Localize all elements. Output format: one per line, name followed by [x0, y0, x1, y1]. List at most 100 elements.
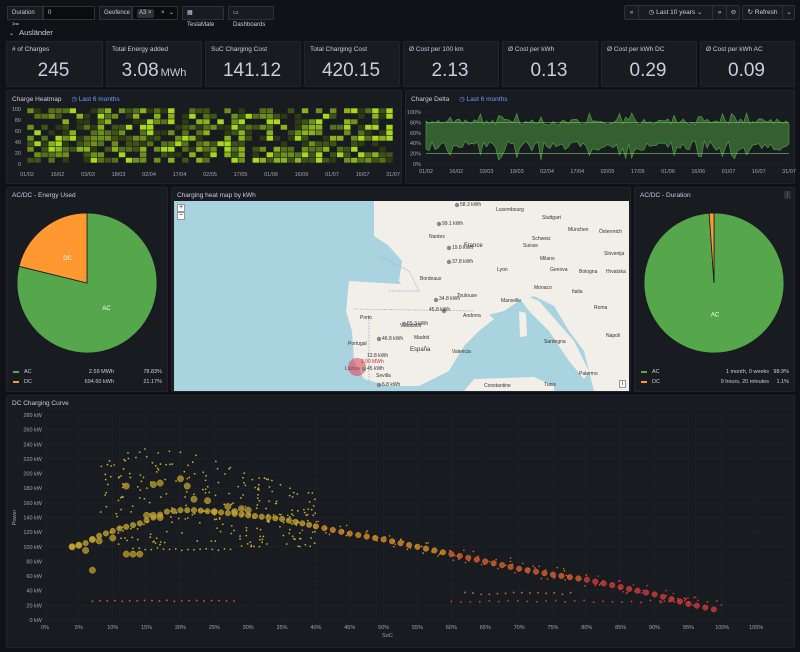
scatter-point	[634, 590, 636, 593]
heatmap-cell	[139, 152, 147, 158]
legend-item-ac[interactable]: AC 2.59 MWh 78.83%	[13, 369, 162, 377]
heatmap-cell	[322, 157, 330, 163]
stat-title: Ø Cost per kWh DC	[607, 46, 665, 53]
x-tick-label: 18/03	[112, 172, 126, 178]
panel-menu-icon[interactable]: ⋮	[784, 191, 791, 199]
heatmap-cell	[196, 130, 203, 136]
map-place-label: Suisse	[523, 243, 539, 249]
scatter-point	[665, 594, 668, 597]
heatmap-cell	[280, 124, 288, 130]
duration-variable-label: Duration >=	[7, 6, 43, 28]
scatter-point	[492, 564, 495, 567]
stat-title: Total Charging Cost	[310, 46, 368, 53]
heatmap-cell	[182, 141, 189, 147]
time-forward-button[interactable]: »	[713, 6, 727, 19]
heatmap-cell	[139, 130, 147, 136]
scatter-point	[140, 480, 143, 483]
heatmap-cell	[118, 130, 126, 136]
curve-point	[448, 551, 455, 558]
heatmap-cell	[76, 141, 84, 147]
duration-input[interactable]: 0	[43, 6, 95, 20]
row-header[interactable]: ⌄ Ausländer	[9, 28, 53, 37]
heatmap-cell	[252, 152, 259, 158]
refresh-interval-button[interactable]: ⌄	[783, 6, 795, 19]
heatmap-cell	[231, 124, 238, 130]
legend-item-dc[interactable]: DC 9 hours, 20 minutes 1.1%	[641, 379, 789, 387]
heatmap-cell	[294, 135, 302, 141]
scatter-point	[282, 521, 285, 524]
scatter-point	[450, 600, 453, 603]
scatter-point	[242, 512, 245, 515]
heatmap-cell	[358, 124, 365, 130]
heatmap-cell	[34, 130, 41, 136]
heatmap-cell	[294, 119, 302, 125]
refresh-button[interactable]: ↻ Refresh	[743, 6, 783, 19]
heatmap-cell	[139, 135, 147, 141]
zoom-out-button[interactable]: ⊖	[727, 6, 740, 19]
map-place-label: Stuttgart	[542, 215, 561, 221]
heatmap-cell	[386, 130, 393, 136]
scatter-point	[642, 589, 645, 592]
stat-title: SuC Charging Cost	[211, 46, 267, 53]
heatmap-cell	[97, 108, 105, 114]
map-heat-marker[interactable]	[348, 358, 366, 376]
teslamate-link[interactable]: ▦ TeslaMate	[182, 6, 224, 28]
heatmap-cell	[62, 141, 69, 147]
scatter-point	[221, 523, 224, 526]
stat-number: 420.15	[321, 60, 381, 81]
heatmap-cell	[280, 146, 288, 152]
scatter-point	[561, 593, 564, 596]
heatmap-cell	[386, 135, 393, 141]
time-range-button[interactable]: ◷ Last 10 years ⌄	[639, 6, 713, 19]
time-back-button[interactable]: «	[625, 6, 639, 19]
scatter-point	[122, 529, 124, 532]
scatter-point	[149, 533, 152, 536]
scatter-point	[259, 535, 262, 538]
map-value-label: 55.3 kWh	[407, 321, 429, 327]
stat-panel-cost-kwh: Ø Cost per kWh 0.13	[502, 41, 598, 87]
heatmap-cell	[111, 141, 119, 147]
scatter-point	[122, 496, 125, 498]
map-info-icon[interactable]: i	[619, 380, 626, 388]
panel-title: Charge Delta ◷ Last 6 months	[411, 95, 507, 103]
x-tick-label: 15%	[141, 625, 152, 631]
legend-item-ac[interactable]: AC 1 month, 0 weeks 98.9%	[641, 369, 789, 377]
map-place-label: España	[410, 347, 431, 353]
scatter-point	[105, 491, 108, 494]
x-tick-label: 01/07	[722, 169, 736, 175]
scatter-point	[210, 599, 213, 602]
clock-icon: ◷	[459, 96, 465, 103]
curve-point	[244, 506, 252, 514]
clear-icon[interactable]: ×	[161, 10, 165, 16]
y-tick-label: 20%	[410, 152, 421, 158]
heatmap-cell	[351, 157, 358, 163]
curve-point	[279, 515, 286, 522]
heatmap-cell	[132, 141, 140, 147]
heatmap-cell	[336, 124, 344, 130]
stat-value: 0.09	[701, 60, 794, 82]
geofence-select[interactable]: A3 × × ⌄	[132, 6, 178, 20]
heatmap-cell	[104, 146, 112, 152]
scatter-point	[276, 516, 278, 519]
dashboards-link[interactable]: ▭ Dashboards	[228, 6, 274, 28]
geofence-chip[interactable]: A3 ×	[137, 9, 154, 18]
scatter-point	[109, 531, 112, 534]
legend-item-dc[interactable]: DC 694.60 kWh 21.17%	[13, 379, 162, 387]
scatter-point	[258, 538, 261, 541]
heatmap-cell	[90, 141, 98, 147]
curve-point	[676, 598, 683, 605]
zoom-out-button[interactable]: −	[177, 212, 185, 220]
map-canvas[interactable]: Luxembourg Stuttgart Nantes München Öste…	[174, 201, 629, 391]
heatmap-cell	[379, 146, 386, 152]
zoom-in-button[interactable]: +	[177, 204, 185, 212]
curve-point	[177, 507, 184, 514]
map-place-label: Lyon	[497, 267, 508, 273]
heatmap-cell	[379, 113, 386, 119]
heatmap-cell	[168, 130, 175, 136]
curve-point	[693, 602, 700, 609]
scatter-point	[488, 599, 491, 602]
scatter-point	[585, 574, 588, 576]
scatter-point	[553, 591, 556, 594]
heatmap-cell	[329, 124, 337, 130]
legend-percent: 1.1%	[776, 379, 789, 385]
